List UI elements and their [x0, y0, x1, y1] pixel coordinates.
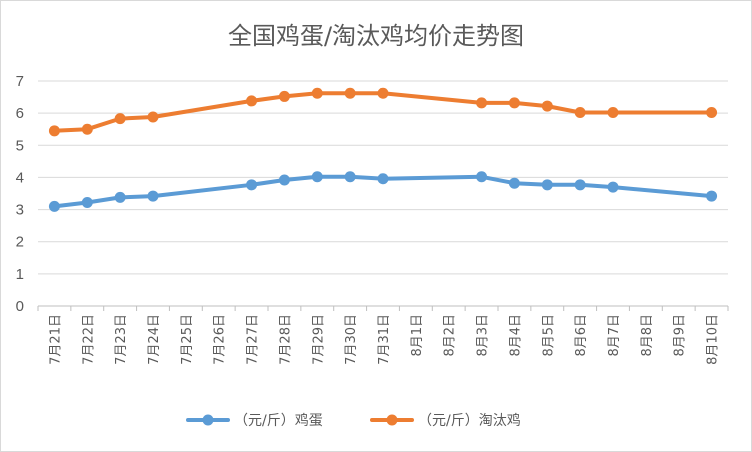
data-point [377, 173, 389, 185]
data-point [508, 97, 520, 109]
y-tick-label: 5 [16, 137, 24, 154]
x-tick-label: 7月29日 [311, 314, 326, 365]
y-tick-labels: 0 1 2 3 4 5 6 7 [16, 73, 24, 315]
x-tick-label: 7月30日 [344, 314, 359, 365]
data-point [278, 174, 290, 186]
x-tick-label: 7月27日 [246, 314, 261, 365]
data-point [114, 113, 126, 125]
y-tick-label: 7 [16, 73, 24, 90]
x-tick-label: 8月8日 [640, 314, 655, 357]
x-tick-label: 7月25日 [180, 314, 195, 365]
y-tick-label: 1 [16, 266, 24, 283]
x-tick-label: 8月3日 [476, 314, 491, 357]
x-tick-label: 8月5日 [541, 314, 556, 357]
data-point [574, 179, 586, 191]
data-point [706, 107, 718, 118]
data-point [574, 107, 586, 118]
data-point [246, 179, 258, 191]
y-tick-label: 4 [16, 169, 24, 186]
x-tick-label: 8月10日 [706, 314, 721, 365]
x-tick-label: 8月6日 [574, 314, 589, 357]
series-lines [48, 87, 718, 212]
data-point [541, 179, 553, 191]
y-tick-label: 6 [16, 105, 24, 122]
data-point [706, 190, 718, 202]
x-tick-label: 8月1日 [410, 314, 425, 357]
data-point [147, 111, 159, 123]
legend-marker [386, 414, 398, 426]
x-tick-label: 7月23日 [114, 314, 129, 365]
data-point [476, 97, 488, 109]
data-point [607, 107, 619, 118]
x-tick-label: 7月21日 [48, 314, 63, 365]
x-tick-label: 8月2日 [443, 314, 458, 357]
x-tick-label: 7月22日 [81, 314, 96, 365]
data-point [48, 200, 60, 212]
x-tick-label: 7月28日 [278, 314, 293, 365]
y-tick-label: 2 [16, 234, 24, 251]
legend-label: （元/斤）鸡蛋 [234, 412, 323, 429]
x-tick-labels: 7月21日 7月22日 7月23日 7月24日 7月25日 7月26日 7月27日 7月28日… [48, 314, 720, 365]
x-tick-label: 7月24日 [147, 314, 162, 365]
data-point [344, 87, 356, 99]
data-point [81, 197, 93, 208]
data-point [377, 87, 389, 99]
data-point [48, 125, 60, 137]
x-tick-label: 7月31日 [377, 314, 392, 365]
x-tick-label: 8月4日 [508, 314, 523, 357]
data-point [508, 177, 520, 189]
data-point [278, 90, 290, 102]
data-point [607, 181, 619, 193]
y-tick-label: 3 [16, 202, 24, 219]
data-point [246, 95, 258, 107]
x-tick-label: 8月9日 [673, 314, 688, 357]
chart-title: 全国鸡蛋/淘汰鸡均价走势图 [228, 22, 524, 50]
data-point [476, 171, 488, 183]
data-point [81, 123, 93, 135]
x-tick-label: 7月26日 [213, 314, 228, 365]
axes [37, 305, 729, 311]
legend-label: （元/斤）淘汰鸡 [418, 412, 521, 429]
data-point [541, 100, 553, 112]
x-tick-label: 8月7日 [607, 314, 622, 357]
y-tick-label: 0 [16, 298, 24, 315]
data-point [311, 87, 323, 99]
data-point [147, 190, 159, 202]
data-point [344, 171, 356, 183]
data-point [114, 191, 126, 203]
data-point [311, 171, 323, 183]
legend: （元/斤）鸡蛋 （元/斤）淘汰鸡 [186, 412, 521, 429]
legend-marker [202, 414, 214, 426]
